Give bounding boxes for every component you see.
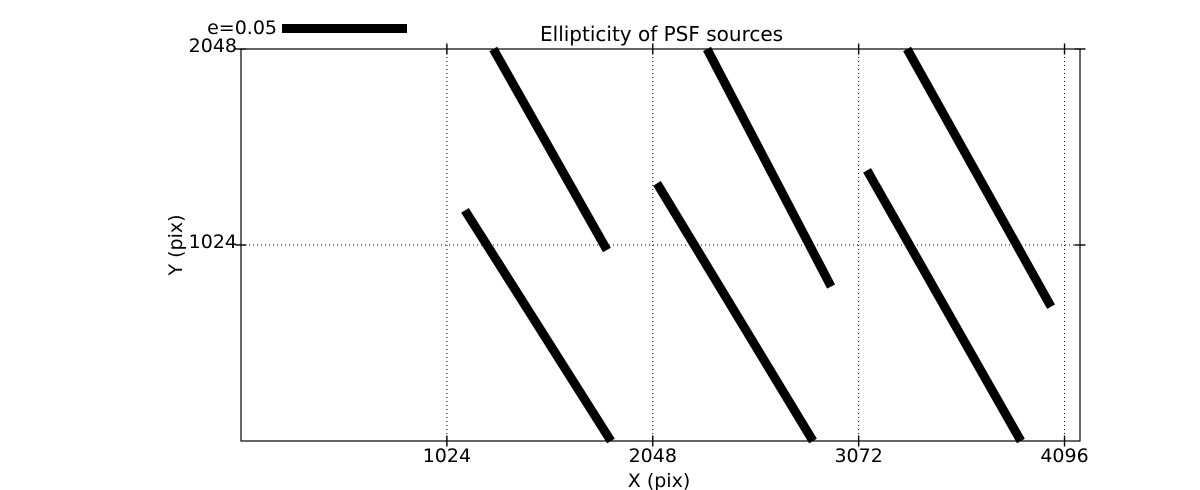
whisker-line (489, 46, 611, 253)
y-tick-label: 1024 (188, 230, 237, 253)
legend-label: e=0.05 (207, 17, 277, 39)
x-axis-label: X (pix) (627, 470, 691, 490)
whisker-line (863, 168, 1025, 444)
y-tick-label: 2048 (188, 34, 237, 57)
axes-frame (240, 48, 1081, 442)
legend-sample-line (282, 24, 407, 33)
x-tick-label: 1024 (422, 445, 472, 467)
x-tick-label: 3072 (834, 445, 883, 467)
x-tick-label: 2048 (628, 445, 677, 467)
chart-title: Ellipticity of PSF sources (540, 22, 784, 46)
whisker-line (903, 46, 1055, 309)
x-tick-label: 4096 (1040, 445, 1089, 467)
whisker-line (703, 46, 836, 289)
whisker-line (653, 181, 817, 444)
y-axis-label: Y (pix) (165, 214, 187, 276)
whisker-line (461, 207, 615, 444)
